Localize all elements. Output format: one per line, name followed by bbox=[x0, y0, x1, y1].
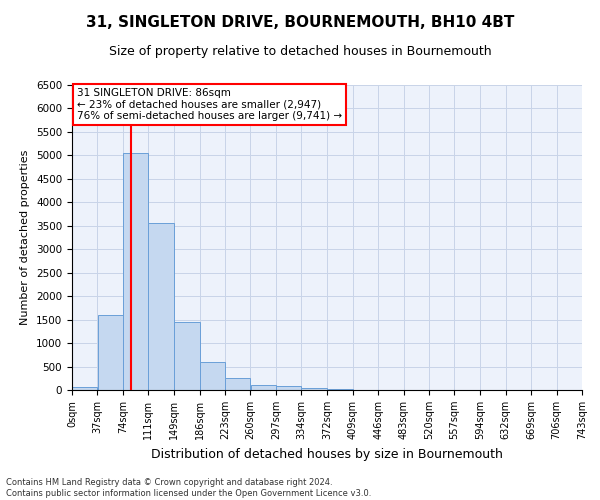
Text: Contains HM Land Registry data © Crown copyright and database right 2024.
Contai: Contains HM Land Registry data © Crown c… bbox=[6, 478, 371, 498]
Text: 31, SINGLETON DRIVE, BOURNEMOUTH, BH10 4BT: 31, SINGLETON DRIVE, BOURNEMOUTH, BH10 4… bbox=[86, 15, 514, 30]
Bar bbox=[123, 153, 148, 390]
Bar bbox=[251, 386, 275, 390]
Bar bbox=[98, 315, 122, 390]
Text: Size of property relative to detached houses in Bournemouth: Size of property relative to detached ho… bbox=[109, 45, 491, 58]
Bar bbox=[72, 387, 97, 390]
Text: 31 SINGLETON DRIVE: 86sqm
← 23% of detached houses are smaller (2,947)
76% of se: 31 SINGLETON DRIVE: 86sqm ← 23% of detac… bbox=[77, 88, 342, 121]
X-axis label: Distribution of detached houses by size in Bournemouth: Distribution of detached houses by size … bbox=[151, 448, 503, 460]
Y-axis label: Number of detached properties: Number of detached properties bbox=[20, 150, 31, 325]
Bar bbox=[148, 224, 174, 390]
Bar bbox=[200, 362, 225, 390]
Bar bbox=[175, 322, 199, 390]
Bar bbox=[225, 378, 250, 390]
Bar bbox=[301, 388, 327, 390]
Bar bbox=[328, 389, 353, 390]
Bar bbox=[276, 386, 301, 390]
